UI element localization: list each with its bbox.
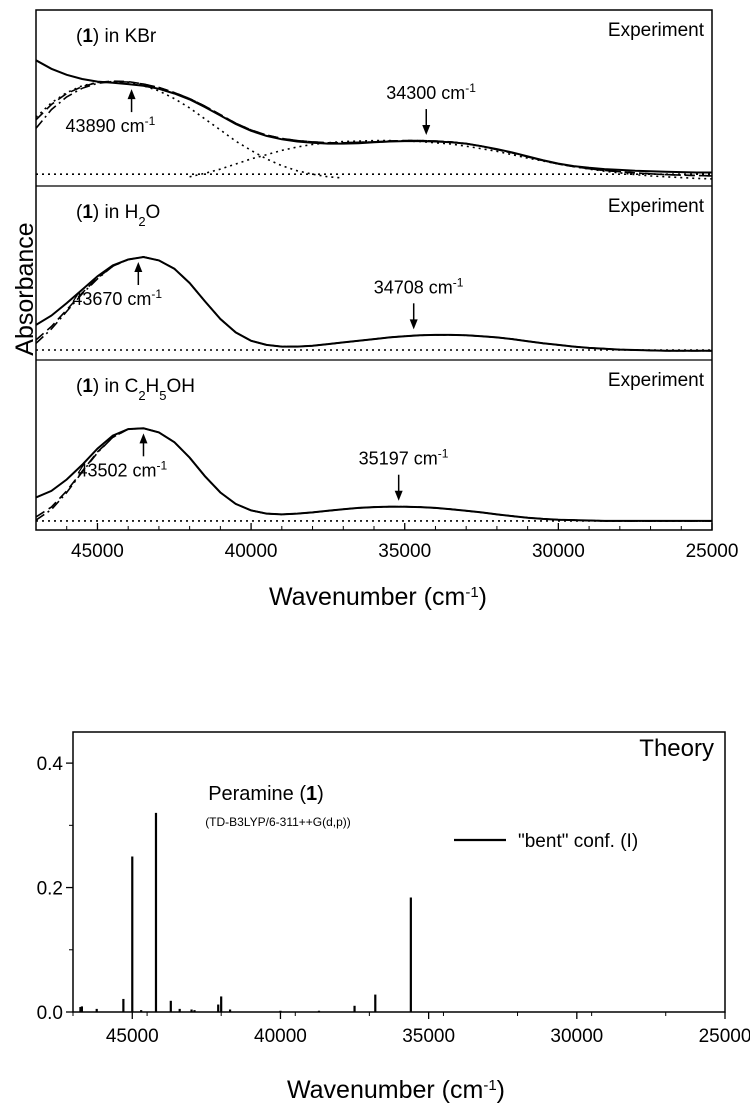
x-tick-label: 25000 [699,1026,750,1047]
panel-3: (1) in C2H5OH Experiment 43502 cm-1 35197 c… [36,359,712,522]
annotation-arrow-head [394,490,403,501]
theory-sticks [79,812,412,1012]
y-tick-label: 0.2 [37,879,63,900]
panel-1-tag: Experiment [608,20,705,41]
theory-y-axis: 0.0 0.2 0.4 [37,754,73,1024]
peak-annotation: 34708 cm-1 [374,275,464,330]
peak-annotation: 43670 cm-1 [72,262,162,309]
x-tick-label: 45000 [71,541,124,562]
panel-2-series-dashdot-2 [36,256,712,352]
experiment-chart: (1) in KBr Experiment 43890 cm-1 34300 cm-1… [11,9,739,611]
annotation-label: 43502 cm-1 [77,458,167,480]
y-tick-label: 0.4 [37,754,64,775]
annotation-label: 34300 cm-1 [386,81,476,103]
peak-annotation: 34300 cm-1 [386,81,476,136]
theory-axes-box [72,731,726,1013]
annotation-arrow-head [127,89,136,100]
panel-2-tag: Experiment [608,196,705,217]
x-tick-label: 40000 [254,1026,307,1047]
annotation-arrow-head [409,319,418,330]
peak-annotation: 43502 cm-1 [77,433,168,480]
annotation-label: 34708 cm-1 [374,275,464,297]
annotation-arrow-head [134,262,143,273]
theory-chart: 45000 40000 35000 30000 25000 0.0 0.2 0.4 Theo… [37,731,750,1104]
panel-1: (1) in KBr Experiment 43890 cm-1 34300 cm-1 [36,20,712,180]
theory-subtitle: (TD-B3LYP/6-311++G(d,p)) [205,815,351,829]
experiment-x-axis: 45000 40000 35000 30000 25000 [66,523,739,562]
theory-tag: Theory [639,735,714,762]
panel-1-series-dotted-4 [189,139,712,180]
peak-annotation: 35197 cm-1 [359,447,449,501]
x-tick-label: 25000 [686,541,739,562]
annotation-label: 43890 cm-1 [66,114,156,136]
legend-label: "bent" conf. (I) [518,831,638,852]
x-tick-label: 45000 [106,1026,159,1047]
panel-1-series-dotted-3 [36,80,344,179]
panel-2: (1) in H2O Experiment 43670 cm-1 34708 cm-1 [36,185,712,352]
panel-1-series-dashdot-2 [36,80,712,177]
y-axis-title: Absorbance [11,222,39,355]
peak-annotation: 43890 cm-1 [66,89,156,136]
annotation-label: 35197 cm-1 [359,447,449,469]
annotation-arrow-head [139,433,148,444]
annotation-arrow-head [422,125,431,136]
x-tick-label: 35000 [402,1026,455,1047]
theory-frame [72,731,726,1013]
theory-title: Peramine (1) [208,783,324,805]
annotation-label: 43670 cm-1 [72,287,162,309]
x-tick-label: 35000 [378,541,431,562]
x-tick-label: 40000 [225,541,278,562]
experiment-x-axis-title: Wavenumber (cm-1) [269,583,487,611]
experiment-panels: (1) in KBr Experiment 43890 cm-1 34300 cm-1… [36,20,712,522]
panel-1-label: (1) in KBr [76,26,157,47]
x-tick-label: 30000 [532,541,585,562]
x-tick-label: 30000 [550,1026,603,1047]
panel-3-tag: Experiment [608,370,705,391]
theory-x-axis: 45000 40000 35000 30000 25000 [72,1012,750,1047]
panel-2-label: (1) in H2O [76,202,160,229]
theory-x-axis-title: Wavenumber (cm-1) [287,1076,505,1104]
panel-3-series-dashdot-2 [36,427,712,522]
panel-3-label: (1) in C2H5OH [76,376,195,403]
y-tick-label: 0.0 [37,1003,63,1024]
